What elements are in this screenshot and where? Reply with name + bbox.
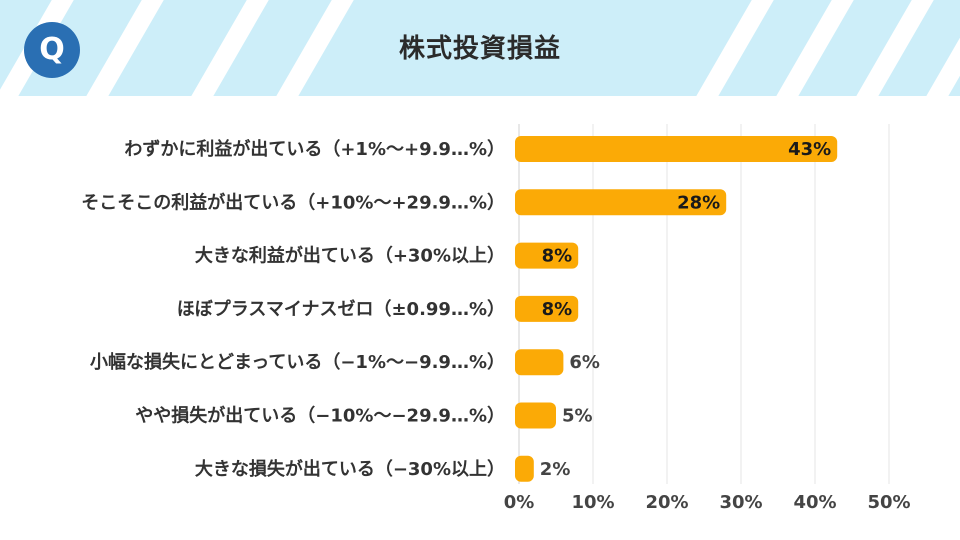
bar xyxy=(515,455,534,482)
bar-layer xyxy=(515,136,838,482)
x-tick-label: 20% xyxy=(645,492,688,513)
value-label: 5% xyxy=(562,406,593,427)
bar xyxy=(515,402,556,429)
category-label: 大きな損失が出ている（−30%以上） xyxy=(195,458,505,480)
page-title: 株式投資損益 xyxy=(398,34,561,64)
value-label: 8% xyxy=(542,299,573,320)
category-label: わずかに利益が出ている（+1%～+9.9…%） xyxy=(124,138,505,160)
bar xyxy=(515,189,727,216)
x-tick-label: 10% xyxy=(571,492,614,513)
logo-icon: Q xyxy=(24,22,80,78)
category-label: ほぼプラスマイナスゼロ（±0.99…%） xyxy=(177,298,505,320)
category-label: 小幅な損失にとどまっている（−1%～−9.9…%） xyxy=(90,351,505,373)
bar xyxy=(515,349,564,376)
x-tick-label: 30% xyxy=(719,492,762,513)
value-label: 43% xyxy=(788,139,831,160)
logo-letter: Q xyxy=(39,32,65,67)
label-layer: 0% 10% 20% 30% 40% 50% わずかに利益が出ている（+1%～+9.9…%）… xyxy=(81,138,910,513)
x-tick-label: 0% xyxy=(504,492,535,513)
value-label: 28% xyxy=(677,192,720,213)
category-label: そこそこの利益が出ている（+10%～+29.9…%） xyxy=(81,191,505,213)
bar xyxy=(515,295,579,322)
x-tick-label: 50% xyxy=(867,492,910,513)
bar xyxy=(515,136,838,162)
x-tick-label: 40% xyxy=(793,492,836,513)
category-label: やや損失が出ている（−10%～−29.9…%） xyxy=(135,405,505,427)
header-banner: Q 株式投資損益 xyxy=(0,0,960,96)
value-label: 2% xyxy=(540,459,571,480)
value-label: 6% xyxy=(569,352,600,373)
value-label: 8% xyxy=(542,246,573,267)
category-label: 大きな利益が出ている（+30%以上） xyxy=(195,245,505,267)
bar xyxy=(515,242,579,269)
